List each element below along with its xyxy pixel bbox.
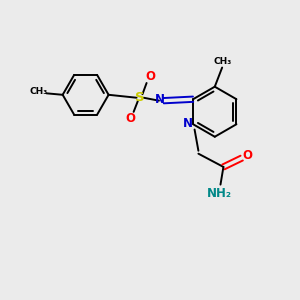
Text: O: O xyxy=(242,149,252,162)
Text: S: S xyxy=(135,91,145,104)
Text: O: O xyxy=(145,70,155,83)
Text: CH₃: CH₃ xyxy=(30,87,48,96)
Text: O: O xyxy=(125,112,135,125)
Text: N: N xyxy=(155,93,165,106)
Text: NH₂: NH₂ xyxy=(206,187,232,200)
Text: N: N xyxy=(183,117,193,130)
Text: CH₃: CH₃ xyxy=(214,57,232,66)
